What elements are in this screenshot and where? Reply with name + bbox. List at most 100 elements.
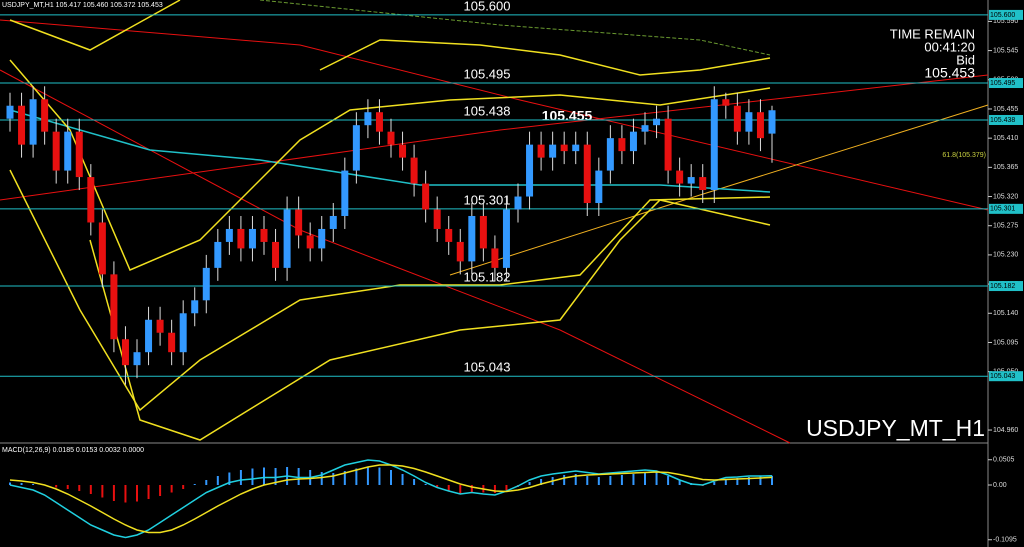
moving-average [9,109,771,193]
level-tag [989,371,1023,382]
y-tick-label: 0.00 [993,482,1007,489]
candle-body [445,228,453,242]
y-tick-label: 105.230 [993,252,1018,259]
candle-body [110,274,118,340]
candle-body [595,170,603,204]
candle-body [248,228,256,249]
candle-body [202,267,210,301]
y-tick-label: 0.0505 [993,457,1015,464]
candle-body [87,177,95,223]
candle-body [433,209,441,229]
candle-body [422,183,430,210]
level-label: 105.495 [464,66,511,81]
band [9,59,771,271]
candle-body [29,99,37,145]
candle-body [491,248,499,268]
candle-body [514,196,522,210]
candle-body [145,319,153,353]
candle-body [502,209,510,268]
candle-body [653,118,661,126]
band [9,0,181,51]
bid: 105.453 [924,65,975,81]
candle-body [676,170,684,184]
candle-body [664,118,672,171]
level-tag-label: 105.301 [990,206,1015,213]
candle-body [756,112,764,139]
band [319,39,771,76]
y-tick-label: 105.095 [993,339,1018,346]
candle-body [629,131,637,152]
y-tick-label: 105.590 [993,18,1018,25]
level-tag [989,9,1023,20]
candle-body [318,228,326,249]
candle-body [583,144,591,204]
level-tag-label: 105.043 [990,373,1015,380]
candle-body [387,131,395,145]
candle-body [375,112,383,132]
candle-body [479,215,487,249]
level-tag [989,281,1023,292]
band [89,199,771,441]
chart-title: USDJPY_MT_H1 [806,415,985,441]
fib-label: 61.8(105.379) [942,152,986,159]
level-label: 105.182 [464,269,511,284]
y-tick-label: 105.410 [993,135,1018,142]
candle-body [295,209,303,236]
band [9,169,771,412]
moving-average [259,0,771,56]
bid-label: Bid [956,52,975,67]
candle-body [687,177,695,184]
trendline [449,104,989,276]
candle-body [6,105,14,119]
candle-body [526,144,534,197]
price-label: 105.455 [542,108,593,124]
candle-body [722,99,730,106]
candle-body [75,131,83,178]
candle-body [768,110,776,134]
candle-body [352,125,360,171]
macd-header: MACD(12,26,9) 0.0185 0.0153 0.0032 0.000… [2,447,144,454]
y-tick-label: 105.140 [993,310,1018,317]
candle-body [468,215,476,262]
y-tick-label: 105.320 [993,193,1018,200]
y-tick-label: 105.365 [993,164,1018,171]
candle-body [18,105,26,145]
candle-body [64,131,72,171]
candle-body [410,157,418,184]
candle-body [537,144,545,158]
candle-body [133,352,141,366]
candle-body [41,99,49,132]
candle-body [560,144,568,152]
level-label: 105.438 [464,103,511,118]
candle-body [168,332,176,353]
candle-body [121,339,129,366]
candle-body [306,235,314,249]
candle-body [237,228,245,249]
level-tag [989,114,1023,125]
candle-body [745,112,753,132]
candle-body [618,138,626,152]
y-tick-label: 104.960 [993,427,1018,434]
candle-body [283,209,291,268]
y-tick-label: 105.275 [993,223,1018,230]
candle-body [641,125,649,132]
level-label: 105.600 [464,0,511,13]
candle-body [606,138,614,171]
candle-body [156,319,164,333]
candle-body [52,131,60,171]
candle-body [549,144,557,158]
candle-body [733,105,741,132]
macd-line [9,464,773,534]
trendline [0,19,989,211]
y-tick-label: 105.455 [993,106,1018,113]
level-tag-label: 105.495 [990,80,1015,87]
candle-body [272,241,280,268]
time-remain: 00:41:20 [924,39,975,54]
level-tag-label: 105.600 [990,12,1015,19]
trendline [0,74,989,201]
level-tag [989,78,1023,89]
level-tag-label: 105.438 [990,117,1015,124]
candle-body [260,228,268,242]
